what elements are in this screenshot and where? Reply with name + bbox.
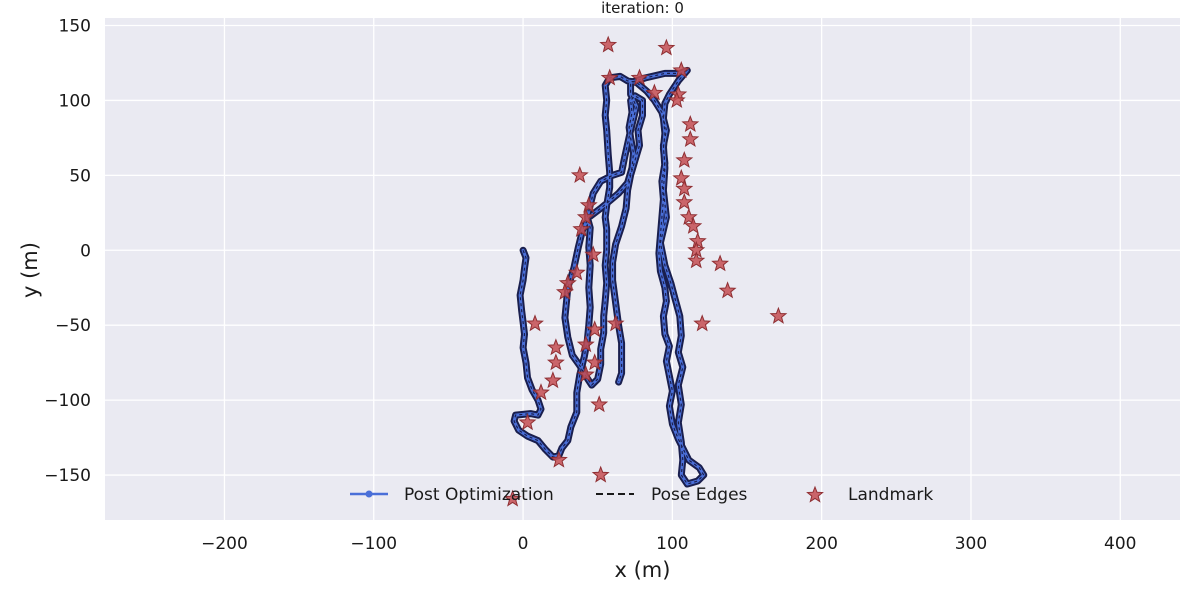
landmark-point xyxy=(599,35,618,53)
landmark-point xyxy=(585,320,604,338)
landmark-point xyxy=(543,371,562,389)
landmark-point xyxy=(684,216,703,234)
legend-label-landmark: Landmark xyxy=(848,485,933,505)
legend-item-post-optimization: Post Optimization xyxy=(350,485,554,505)
y-tick-labels: −150 −100 −50 0 50 100 150 xyxy=(44,16,91,486)
landmark-point xyxy=(518,413,537,431)
plot-area xyxy=(105,18,1180,520)
y-tick-label: −50 xyxy=(55,316,91,336)
landmark-point xyxy=(693,314,712,332)
x-tick-labels: −200 −100 0 100 200 300 400 xyxy=(201,534,1136,554)
legend-item-landmark: Landmark xyxy=(806,485,933,505)
trajectory-series xyxy=(510,66,708,488)
landmark-point xyxy=(769,306,788,324)
legend-item-pose-edges: Pose Edges xyxy=(596,485,748,505)
landmark-point xyxy=(718,281,737,299)
x-axis-label: x (m) xyxy=(615,558,671,582)
landmark-point xyxy=(645,83,664,101)
landmark-point xyxy=(630,68,649,86)
landmark-point xyxy=(576,365,595,383)
y-tick-label: 50 xyxy=(69,166,91,186)
x-tick-label: 100 xyxy=(656,534,688,554)
x-tick-label: 400 xyxy=(1104,534,1136,554)
x-tick-label: 300 xyxy=(955,534,987,554)
landmark-point xyxy=(579,195,598,213)
landmark-point xyxy=(549,450,568,468)
landmark-point xyxy=(672,60,691,79)
landmark-point xyxy=(600,68,619,86)
landmark-series xyxy=(503,35,788,507)
landmark-point xyxy=(546,353,565,371)
legend-label-pose-edges: Pose Edges xyxy=(651,485,748,505)
y-tick-label: 150 xyxy=(59,16,91,36)
landmark-point xyxy=(675,151,694,168)
y-tick-label: 100 xyxy=(59,91,91,111)
landmark-point xyxy=(546,338,565,356)
landmark-point xyxy=(576,207,595,225)
legend-dot-icon xyxy=(365,490,373,498)
landmark-point xyxy=(555,282,574,300)
chart-title: iteration: 0 xyxy=(601,0,684,17)
landmark-point xyxy=(590,395,609,413)
x-tick-label: −100 xyxy=(350,534,397,554)
landmark-point xyxy=(572,219,591,237)
y-axis-label: y (m) xyxy=(18,242,42,298)
legend-label-post-optimization: Post Optimization xyxy=(404,485,554,505)
y-tick-label: 0 xyxy=(80,241,91,261)
landmark-point xyxy=(657,38,676,56)
landmark-point xyxy=(570,165,589,183)
x-tick-label: 200 xyxy=(805,534,837,554)
landmark-point xyxy=(681,115,700,133)
landmark-point xyxy=(679,207,698,225)
x-tick-label: 0 xyxy=(518,534,529,554)
y-tick-label: −150 xyxy=(44,466,91,486)
pose-edges-line xyxy=(513,69,705,485)
landmark-point xyxy=(675,192,694,210)
landmark-point xyxy=(526,314,544,332)
landmark-point xyxy=(503,489,522,507)
landmark-point xyxy=(667,90,686,109)
landmark-point xyxy=(606,314,625,332)
landmark-point xyxy=(585,353,604,371)
landmark-point xyxy=(711,254,730,272)
landmark-point xyxy=(567,263,586,281)
legend: Post Optimization Pose Edges Landmark xyxy=(350,485,933,505)
landmark-point xyxy=(558,273,577,291)
landmark-point xyxy=(532,383,550,401)
legend-star-icon xyxy=(806,485,824,503)
y-tick-label: −100 xyxy=(44,391,91,411)
landmark-point xyxy=(584,245,603,263)
landmark-point xyxy=(591,465,610,483)
x-tick-label: −200 xyxy=(201,534,248,554)
landmark-point xyxy=(672,168,691,186)
landmark-point xyxy=(681,130,700,148)
landmark-point xyxy=(576,335,595,353)
landmark-point xyxy=(675,179,694,197)
landmark-point xyxy=(687,251,706,269)
